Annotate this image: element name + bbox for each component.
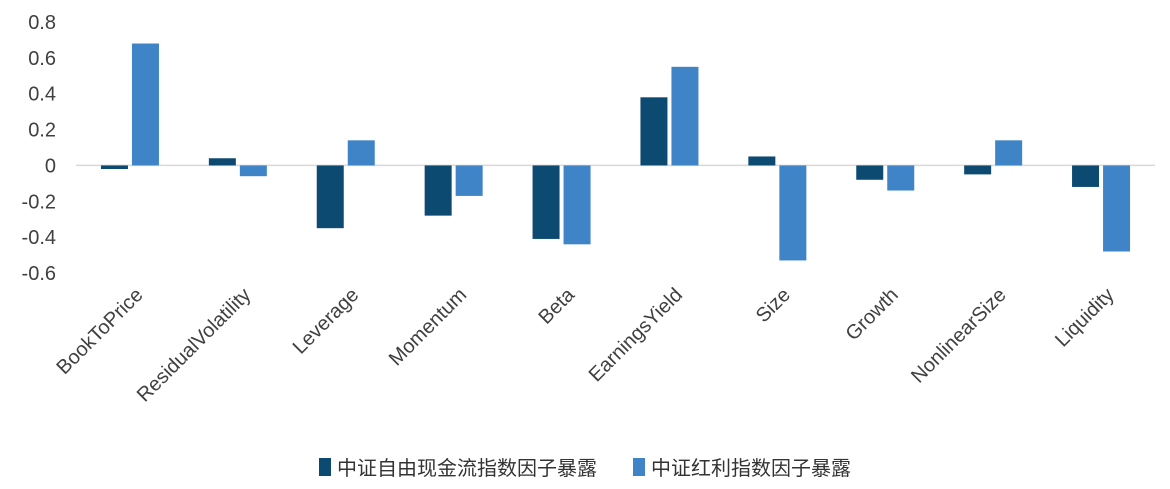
y-tick-label: 0.2 xyxy=(28,120,56,142)
legend-swatch-series-2 xyxy=(633,457,645,476)
x-tick-label-Leverage: Leverage xyxy=(289,284,364,359)
bar-Liquidity-series-1 xyxy=(1072,165,1100,187)
bar-Leverage-series-2 xyxy=(347,140,375,166)
bar-BookToPrice-series-1 xyxy=(100,165,128,170)
x-tick-label-NonlinearSize: NonlinearSize xyxy=(907,284,1011,388)
y-axis: 0.8 0.6 0.4 0.2 0 -0.2 -0.4 -0.6 xyxy=(22,12,56,285)
x-tick-label-Beta: Beta xyxy=(534,283,579,328)
bar-ResidualVolatility-series-2 xyxy=(239,165,267,177)
bar-EarningsYield-series-2 xyxy=(671,66,699,166)
x-tick-label-Size: Size xyxy=(752,284,795,327)
bar-Size-series-2 xyxy=(779,165,807,261)
y-tick-label: -0.4 xyxy=(22,227,56,249)
bar-chart: 0.8 0.6 0.4 0.2 0 -0.2 -0.4 -0.6 BookToPriceRes… xyxy=(22,12,1155,406)
y-tick-label: -0.6 xyxy=(22,263,56,285)
bar-Growth-series-2 xyxy=(887,165,915,191)
bar-Leverage-series-1 xyxy=(316,165,344,229)
legend-item-series-2: 中证红利指数因子暴露 xyxy=(633,452,851,481)
x-tick-label-Momentum: Momentum xyxy=(385,284,471,370)
legend-label-series-2: 中证红利指数因子暴露 xyxy=(651,458,851,480)
bar-ResidualVolatility-series-1 xyxy=(208,158,236,166)
legend-swatch-series-1 xyxy=(319,457,331,476)
x-tick-label-Growth: Growth xyxy=(842,284,903,345)
y-tick-label: 0.8 xyxy=(28,12,56,34)
legend-item-series-1: 中证自由现金流指数因子暴露 xyxy=(319,452,597,481)
y-tick-label: 0.4 xyxy=(28,84,56,106)
legend: 中证自由现金流指数因子暴露 中证红利指数因子暴露 xyxy=(0,452,1170,481)
x-tick-label-EarningsYield: EarningsYield xyxy=(585,284,687,386)
bar-Size-series-1 xyxy=(748,156,776,166)
bar-BookToPrice-series-2 xyxy=(131,43,159,166)
x-tick-label-Liquidity: Liquidity xyxy=(1051,284,1118,351)
y-tick-label: -0.2 xyxy=(22,191,56,213)
bar-EarningsYield-series-1 xyxy=(640,97,668,166)
bar-Beta-series-1 xyxy=(532,165,560,239)
bar-NonlinearSize-series-1 xyxy=(964,165,992,175)
legend-label-series-1: 中证自由现金流指数因子暴露 xyxy=(337,458,597,480)
bar-NonlinearSize-series-2 xyxy=(995,140,1023,166)
bar-Momentum-series-2 xyxy=(455,165,483,196)
y-tick-label: 0 xyxy=(45,155,56,177)
bar-Growth-series-1 xyxy=(856,165,884,180)
bar-Liquidity-series-2 xyxy=(1103,165,1131,252)
bar-Beta-series-2 xyxy=(563,165,591,245)
x-tick-label-ResidualVolatility: ResidualVolatility xyxy=(133,284,255,406)
bar-Momentum-series-1 xyxy=(424,165,452,216)
bars-group xyxy=(100,43,1131,261)
x-tick-label-BookToPrice: BookToPrice xyxy=(53,284,148,379)
y-tick-label: 0.6 xyxy=(28,48,56,70)
